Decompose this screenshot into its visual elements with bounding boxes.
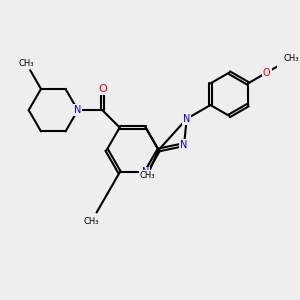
Text: CH₃: CH₃: [284, 54, 299, 63]
Text: CH₃: CH₃: [140, 171, 155, 180]
Text: N: N: [74, 105, 82, 115]
Text: O: O: [98, 83, 107, 94]
Text: CH₃: CH₃: [84, 217, 99, 226]
Text: CH₃: CH₃: [19, 59, 34, 68]
Text: O: O: [263, 68, 271, 78]
Text: N: N: [142, 167, 149, 178]
Text: N: N: [183, 114, 190, 124]
Text: N: N: [180, 140, 188, 150]
